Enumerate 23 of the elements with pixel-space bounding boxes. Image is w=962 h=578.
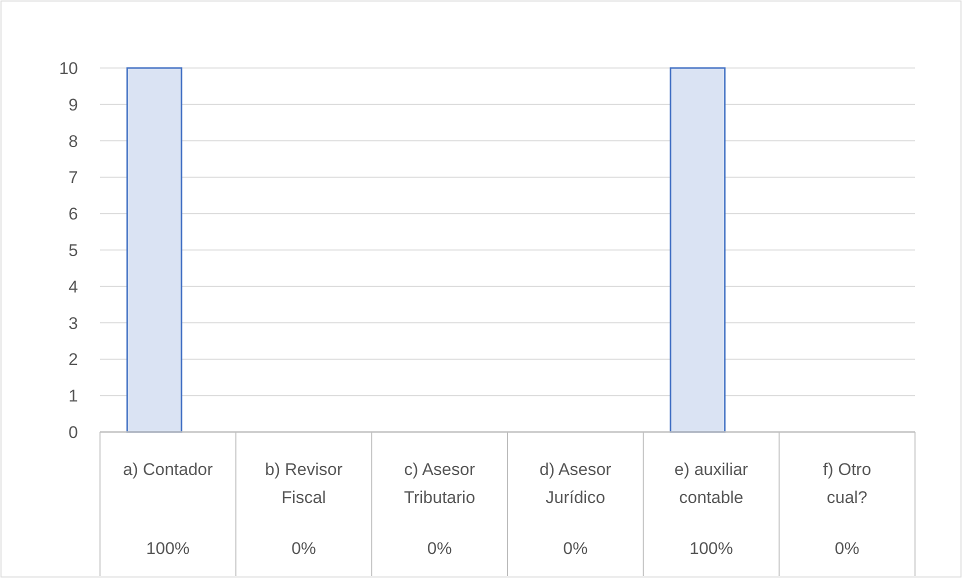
text: 100%: [146, 539, 190, 558]
text: 0%: [563, 539, 588, 558]
y-tick-label: 0: [68, 422, 78, 442]
text: 100%: [690, 539, 733, 558]
text: 0%: [834, 539, 860, 558]
x-tick-label: b) Revisor Fiscal: [265, 460, 343, 507]
y-tick-label: 9: [68, 95, 78, 114]
y-tick-label: 10: [59, 58, 78, 78]
x-tick-label: e) auxiliar contable: [674, 460, 748, 507]
y-tick-label: 5: [68, 240, 78, 260]
x-tick-label: c) Asesor Tributario: [404, 460, 476, 507]
y-tick-label: 7: [68, 168, 78, 188]
y-tick-label: 3: [68, 314, 78, 333]
y-tick-label: 8: [68, 132, 78, 151]
x-tick-label: f) Otro cual?: [822, 460, 872, 507]
y-tick-label: 4: [68, 277, 78, 296]
x-tick-label: d) Asesor Jurídico: [540, 460, 612, 507]
x-tick-label: a) Contador: [123, 460, 214, 479]
y-tick-label: 2: [68, 350, 78, 370]
y-tick-label: 6: [68, 204, 78, 224]
text: 0%: [291, 539, 316, 558]
text: 0%: [427, 539, 452, 558]
y-tick-label: 1: [68, 386, 78, 406]
